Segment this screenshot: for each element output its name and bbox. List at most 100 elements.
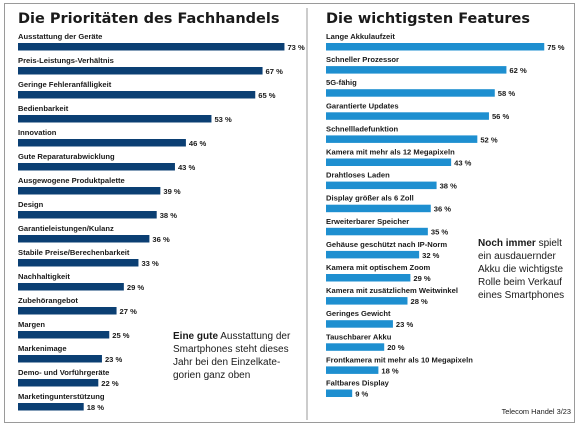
right-bar <box>326 158 452 166</box>
left-value-label: 67 % <box>266 67 284 76</box>
right-value-label: 58 % <box>498 89 516 98</box>
left-value-label: 73 % <box>287 43 305 52</box>
right-category-label: Schneller Prozessor <box>326 55 399 64</box>
left-category-label: Garantieleistungen/Kulanz <box>18 224 114 233</box>
left-bar <box>18 307 117 315</box>
left-bar <box>18 67 263 75</box>
right-bar <box>326 66 507 74</box>
right-category-label: Display größer als 6 Zoll <box>326 194 414 203</box>
right-category-label: Kamera mit mehr als 12 Megapixeln <box>326 148 455 157</box>
right-bar <box>326 89 495 97</box>
left-chart-title: Die Prioritäten des Fachhandels <box>18 11 279 27</box>
right-value-label: 75 % <box>547 43 565 52</box>
left-category-label: Markenimage <box>18 344 67 353</box>
right-note: Noch immer spielt ein ausdauernder Akku … <box>478 237 570 302</box>
left-bar <box>18 91 256 99</box>
source-label: Telecom Handel 3/23 <box>501 407 571 416</box>
right-bar <box>326 204 431 213</box>
left-bar <box>18 139 186 147</box>
left-value-label: 38 % <box>160 211 178 220</box>
right-category-label: Drahtloses Laden <box>326 171 390 180</box>
right-value-label: 56 % <box>492 112 510 121</box>
right-value-label: 29 % <box>413 274 431 283</box>
right-category-label: Kamera mit zusätzlichem Weitwinkel <box>326 286 458 295</box>
left-category-label: Margen <box>18 320 45 329</box>
right-value-label: 20 % <box>387 343 405 352</box>
left-note-text: Ausstattung der Smartphones steht dieses… <box>173 331 291 381</box>
left-value-label: 23 % <box>105 355 123 364</box>
left-value-label: 43 % <box>178 163 196 172</box>
left-category-label: Gute Reparaturabwicklung <box>18 152 115 161</box>
left-bar <box>18 259 139 267</box>
left-note-bold: Eine gute <box>173 331 219 342</box>
left-bar <box>18 187 161 195</box>
right-value-label: 36 % <box>434 205 452 214</box>
right-category-label: Tauschbarer Akku <box>326 332 392 341</box>
left-bar <box>18 355 102 363</box>
left-bar <box>18 211 157 219</box>
right-category-label: 5G-fähig <box>326 78 357 87</box>
right-note-text: spielt ein ausdauernder Akku die wichtig… <box>478 238 565 301</box>
left-category-label: Demo- und Vorführgeräte <box>18 368 109 377</box>
left-value-label: 22 % <box>101 379 119 388</box>
right-category-label: Geringes Gewicht <box>326 309 391 318</box>
right-bar <box>326 112 489 120</box>
left-bar <box>18 379 99 387</box>
left-category-label: Ausstattung der Geräte <box>18 32 102 41</box>
right-bar <box>326 297 408 305</box>
left-value-label: 25 % <box>112 331 130 340</box>
right-bar <box>326 320 393 328</box>
right-category-label: Frontkamera mit mehr als 10 Megapixeln <box>326 355 473 364</box>
right-category-label: Kamera mit optischem Zoom <box>326 263 430 272</box>
right-category-label: Gehäuse geschützt nach IP-Norm <box>326 240 447 249</box>
right-bar <box>326 135 478 143</box>
left-value-label: 18 % <box>87 403 105 412</box>
right-value-label: 18 % <box>381 366 399 375</box>
left-category-label: Innovation <box>18 128 57 137</box>
left-category-label: Nachhaltigkeit <box>18 272 70 281</box>
right-bar <box>326 227 428 236</box>
left-category-label: Geringe Fehleranfälligkeit <box>18 80 112 89</box>
left-value-label: 46 % <box>189 139 207 148</box>
left-category-label: Bedienbarkeit <box>18 104 69 113</box>
right-bar <box>326 366 379 374</box>
left-category-label: Design <box>18 200 44 209</box>
right-category-label: Lange Akkulaufzeit <box>326 32 395 41</box>
left-category-label: Stabile Preise/Berechenbarkeit <box>18 248 130 257</box>
left-bar <box>18 403 84 411</box>
left-bar <box>18 235 150 243</box>
left-note: Eine gute Ausstattung der Smartphones st… <box>173 330 301 382</box>
right-category-label: Faltbares Display <box>326 379 390 388</box>
right-bar <box>326 43 545 51</box>
right-value-label: 28 % <box>410 297 428 306</box>
right-value-label: 23 % <box>396 320 414 329</box>
left-bar <box>18 163 175 171</box>
left-bar <box>18 115 212 123</box>
right-bar <box>326 389 353 397</box>
right-value-label: 32 % <box>422 251 440 260</box>
left-value-label: 39 % <box>163 187 181 196</box>
left-value-label: 65 % <box>258 91 276 100</box>
left-value-label: 29 % <box>127 283 145 292</box>
right-bar <box>326 274 411 282</box>
right-category-label: Garantierte Updates <box>326 101 399 110</box>
right-value-label: 62 % <box>509 66 527 75</box>
left-value-label: 33 % <box>141 259 159 268</box>
right-category-label: Erweiterbarer Speicher <box>326 217 409 226</box>
right-bar <box>326 343 385 351</box>
right-value-label: 38 % <box>440 182 458 191</box>
left-bar <box>18 331 110 339</box>
right-value-label: 35 % <box>431 228 449 237</box>
right-value-label: 52 % <box>480 135 498 144</box>
left-category-label: Ausgewogene Produktpalette <box>18 176 125 185</box>
right-category-label: Schnellladefunktion <box>326 124 399 133</box>
left-bar <box>18 43 285 51</box>
left-category-label: Preis-Leistungs-Verhältnis <box>18 56 114 65</box>
right-value-label: 43 % <box>454 158 472 167</box>
right-value-label: 9 % <box>355 389 368 398</box>
chart-frame <box>4 3 575 423</box>
left-value-label: 27 % <box>120 307 138 316</box>
right-note-bold: Noch immer <box>478 238 536 249</box>
left-category-label: Zubehörangebot <box>18 296 78 305</box>
